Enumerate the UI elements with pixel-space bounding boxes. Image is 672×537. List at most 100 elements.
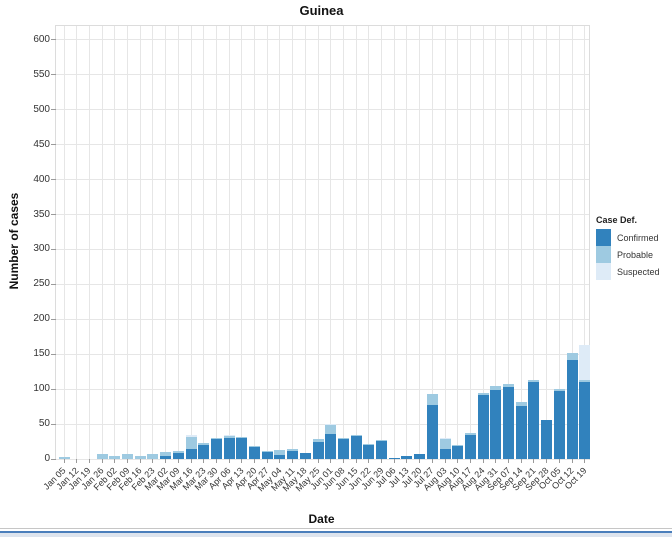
gridline-vertical [203, 26, 205, 459]
legend-entry-label: Suspected [617, 266, 660, 277]
gridline-vertical [88, 26, 90, 459]
gridline-vertical [469, 26, 471, 459]
y-tick-mark [51, 423, 56, 425]
bar-segment [223, 435, 235, 436]
bar-segment [134, 455, 146, 459]
y-tick-label: 250 [33, 278, 50, 290]
y-tick-mark [51, 109, 56, 111]
gridline-horizontal [56, 74, 589, 76]
gridline-vertical [241, 26, 243, 459]
gridline-horizontal [56, 353, 589, 355]
bar-segment [312, 439, 324, 442]
gridline-vertical [304, 26, 306, 459]
gridline-vertical [279, 26, 281, 459]
x-tick-mark [330, 459, 332, 463]
gridline-vertical [444, 26, 446, 459]
x-tick-mark [88, 459, 90, 463]
bar-segment [553, 389, 565, 391]
bar-segment [287, 449, 299, 451]
gridline-vertical [317, 26, 319, 459]
x-tick-mark [406, 459, 408, 463]
bar-segment [376, 440, 388, 441]
y-tick-label: 450 [33, 138, 50, 150]
bar-segment [287, 450, 299, 459]
bar-segment [528, 382, 540, 459]
gridline-vertical [114, 26, 116, 459]
bar-segment [503, 384, 515, 388]
x-tick-mark [393, 459, 395, 463]
x-tick-mark [558, 459, 560, 463]
gridline-vertical [266, 26, 268, 459]
bar-segment [490, 386, 502, 390]
y-tick-label: 400 [33, 173, 50, 185]
gridline-vertical [292, 26, 294, 459]
bar-segment [249, 445, 261, 448]
bar-segment [528, 380, 540, 383]
x-tick-mark [254, 459, 256, 463]
gridline-vertical [457, 26, 459, 459]
x-tick-mark [444, 459, 446, 463]
bar-segment [363, 444, 375, 446]
bar-segment [236, 436, 248, 439]
bar-segment [236, 438, 248, 459]
bar-segment [147, 454, 159, 459]
bar-segment [325, 424, 337, 426]
bar-segment [96, 454, 108, 459]
gridline-vertical [355, 26, 357, 459]
gridline-horizontal [56, 423, 589, 425]
x-tick-mark [533, 459, 535, 463]
bar-segment [160, 452, 172, 456]
gridline-vertical [190, 26, 192, 459]
x-tick-mark [241, 459, 243, 463]
bar-segment [198, 442, 210, 446]
gridline-horizontal [56, 39, 589, 41]
bar-segment [210, 439, 222, 459]
x-tick-mark [63, 459, 65, 463]
x-axis-title: Date [308, 512, 335, 526]
x-tick-mark [508, 459, 510, 463]
y-tick-label: 0 [44, 453, 50, 464]
x-tick-mark [304, 459, 306, 463]
bar-segment [414, 454, 426, 459]
gridline-vertical [482, 26, 484, 459]
bar-segment [172, 453, 184, 459]
gridline-vertical [431, 26, 433, 459]
gridline-vertical [139, 26, 141, 459]
gridline-vertical [520, 26, 522, 459]
x-tick-mark [482, 459, 484, 463]
x-tick-mark [101, 459, 103, 463]
gridline-vertical [558, 26, 560, 459]
bar-segment [337, 438, 349, 439]
y-tick-label: 300 [33, 243, 50, 255]
gridline-horizontal [56, 248, 589, 250]
gridline-vertical [368, 26, 370, 459]
legend-entry: Confirmed [596, 229, 668, 246]
bar-segment [439, 439, 451, 450]
bar-segment [515, 405, 527, 459]
bar-segment [312, 441, 324, 459]
gridline-vertical [381, 26, 383, 459]
gridline-vertical [101, 26, 103, 459]
y-tick-mark [51, 248, 56, 250]
bar-segment [426, 404, 438, 459]
x-tick-mark [76, 459, 78, 463]
bar-segment [185, 437, 197, 450]
gridline-horizontal [56, 458, 589, 460]
gridline-vertical [165, 26, 167, 459]
legend-entry-label: Probable [617, 249, 654, 260]
x-tick-mark [139, 459, 141, 463]
x-tick-mark [317, 459, 319, 463]
x-tick-mark [381, 459, 383, 463]
gridline-vertical [584, 26, 586, 459]
y-tick-label: 500 [33, 103, 50, 115]
gridline-vertical [215, 26, 217, 459]
bar-segment [109, 455, 121, 459]
bar-segment [553, 390, 565, 459]
bar-segment [337, 438, 349, 459]
bar-segment [223, 438, 235, 459]
legend-title: Case Def. [596, 215, 638, 225]
bar-segment [198, 445, 210, 459]
gridline-vertical [63, 26, 65, 459]
gridline-horizontal [56, 214, 589, 216]
bar-segment [566, 359, 578, 459]
